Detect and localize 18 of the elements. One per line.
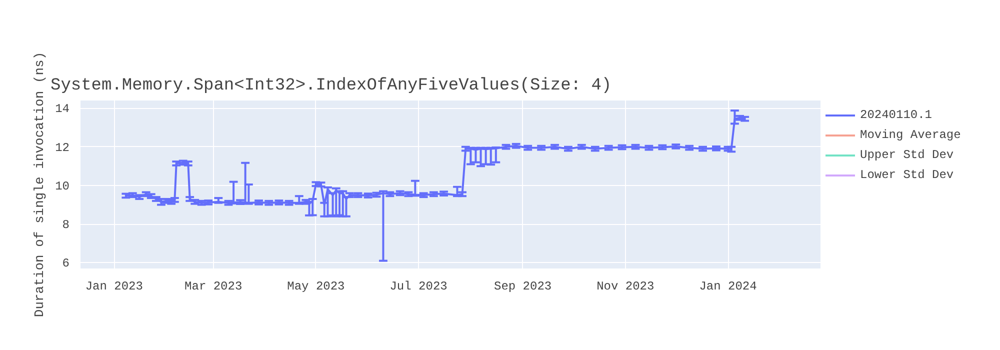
x-tick-label: Jan 2024 xyxy=(699,280,757,294)
y-tick-label: 14 xyxy=(55,102,70,116)
x-tick-label: Nov 2023 xyxy=(596,280,654,294)
legend-label: 20240110.1 xyxy=(860,108,932,122)
y-tick-label: 8 xyxy=(62,218,70,232)
legend-label: Lower Std Dev xyxy=(860,168,954,182)
x-tick-label: May 2023 xyxy=(287,280,345,294)
chart-title: System.Memory.Span<Int32>.IndexOfAnyFiveValues(Size: 4) xyxy=(50,76,612,96)
legend-label: Moving Average xyxy=(860,128,961,142)
y-tick-label: 10 xyxy=(55,179,70,194)
y-tick-label: 12 xyxy=(55,140,70,155)
y-axis-title: Duration of single invocation (ns) xyxy=(32,52,48,318)
legend-label: Upper Std Dev xyxy=(860,148,954,162)
x-tick-label: Jan 2023 xyxy=(85,280,143,294)
x-tick-label: Jul 2023 xyxy=(390,280,448,294)
y-tick-label: 6 xyxy=(62,256,70,271)
x-tick-label: Sep 2023 xyxy=(494,280,552,294)
x-tick-label: Mar 2023 xyxy=(184,280,242,294)
